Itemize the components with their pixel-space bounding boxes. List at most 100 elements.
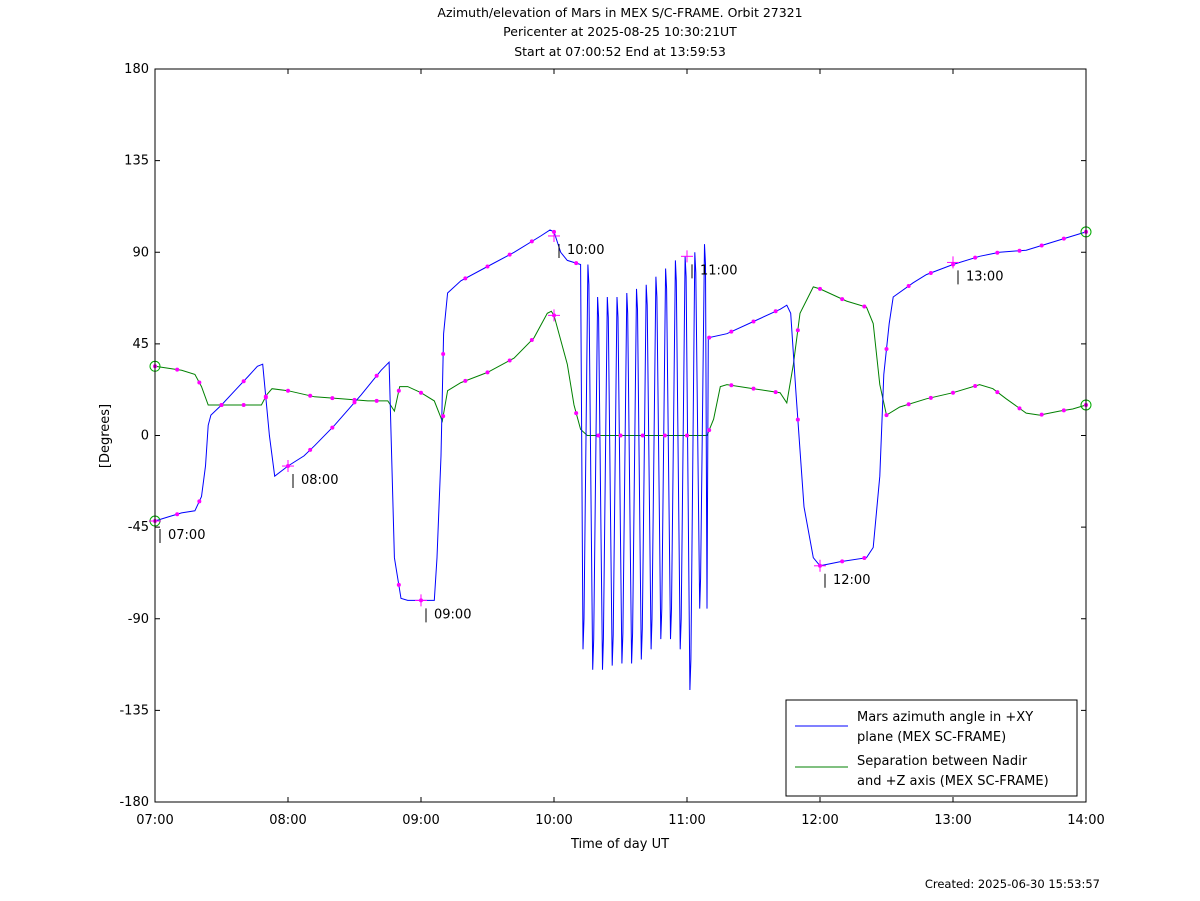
hour-label: 13:00 bbox=[966, 269, 1003, 284]
legend-box bbox=[785, 699, 1078, 797]
sample-dot bbox=[884, 346, 889, 351]
x-tick-label: 13:00 bbox=[934, 813, 971, 828]
sample-dot bbox=[995, 390, 1000, 395]
sample-dot bbox=[374, 398, 379, 403]
sample-dot bbox=[862, 304, 867, 309]
sample-dot bbox=[840, 559, 845, 564]
sample-dot bbox=[396, 388, 401, 393]
sample-dot bbox=[1017, 406, 1022, 411]
sample-dot bbox=[995, 250, 1000, 255]
sample-dot bbox=[618, 433, 623, 438]
sample-dot bbox=[197, 499, 202, 504]
y-tick-label: -135 bbox=[119, 703, 149, 718]
y-tick-label: 180 bbox=[124, 62, 149, 77]
x-axis-label: Time of day UT bbox=[570, 837, 669, 852]
sample-dot bbox=[1061, 236, 1066, 241]
sample-dot bbox=[507, 358, 512, 363]
sample-dot bbox=[973, 255, 978, 260]
legend: Mars azimuth angle in +XY plane (MEX SC-… bbox=[785, 699, 1078, 797]
x-tick-label: 11:00 bbox=[668, 813, 705, 828]
y-tick-label: -180 bbox=[119, 795, 149, 810]
sample-dot bbox=[640, 433, 645, 438]
sample-dot bbox=[773, 390, 778, 395]
hour-label: 09:00 bbox=[434, 607, 471, 622]
sample-dot bbox=[441, 414, 446, 419]
sample-dot bbox=[219, 402, 224, 407]
series-layer bbox=[154, 229, 1087, 691]
legend-label-azimuth-line2: plane (MEX SC-FRAME) bbox=[857, 730, 1006, 745]
sample-dot bbox=[529, 239, 534, 244]
sample-dot bbox=[840, 297, 845, 302]
sample-dot bbox=[485, 264, 490, 269]
sample-dot bbox=[928, 270, 933, 275]
y-tick-label: 135 bbox=[124, 154, 149, 169]
sample-dot bbox=[175, 512, 180, 517]
series-separation-line bbox=[154, 286, 1087, 436]
sample-dot bbox=[707, 335, 712, 340]
hour-label: 10:00 bbox=[567, 243, 604, 258]
hour-label: 11:00 bbox=[700, 263, 737, 278]
chart-title-line-2: Pericenter at 2025-08-25 10:30:21UT bbox=[503, 24, 737, 39]
sample-dot bbox=[463, 276, 468, 281]
sample-dot bbox=[330, 425, 335, 430]
sample-dot bbox=[286, 388, 290, 393]
sample-dot bbox=[241, 402, 246, 407]
sample-dot bbox=[574, 261, 579, 266]
sample-dot bbox=[574, 411, 579, 416]
sample-dot bbox=[596, 433, 601, 438]
sample-dot bbox=[1061, 408, 1066, 413]
sample-dot bbox=[928, 395, 933, 400]
sample-dot bbox=[729, 383, 734, 388]
y-tick-label: 45 bbox=[132, 337, 149, 352]
hour-label: 08:00 bbox=[301, 473, 338, 488]
sample-dot bbox=[951, 390, 955, 395]
sample-dot bbox=[1039, 412, 1044, 417]
hour-label: 07:00 bbox=[168, 528, 205, 543]
x-tick-label: 09:00 bbox=[402, 813, 439, 828]
created-timestamp: Created: 2025-06-30 15:53:57 bbox=[924, 877, 1100, 891]
sample-dot bbox=[1039, 243, 1044, 248]
x-tick-label: 10:00 bbox=[535, 813, 572, 828]
hour-label: 12:00 bbox=[833, 573, 870, 588]
sample-dot bbox=[330, 396, 335, 401]
sample-dot bbox=[463, 378, 468, 383]
sample-dot bbox=[973, 383, 978, 388]
y-tick-label: -90 bbox=[128, 612, 149, 627]
sample-dot bbox=[1017, 248, 1022, 253]
series-azimuth-line bbox=[154, 229, 1087, 691]
chart-title-line-3: Start at 07:00:52 End at 13:59:53 bbox=[514, 44, 726, 59]
legend-label-separation-line1: Separation between Nadir bbox=[857, 754, 1028, 769]
y-axis-label: [Degrees] bbox=[98, 404, 113, 468]
sample-dot bbox=[529, 338, 534, 343]
sample-dot bbox=[795, 417, 800, 422]
sample-dot bbox=[751, 319, 756, 324]
legend-label-separation-line2: and +Z axis (MEX SC-FRAME) bbox=[857, 774, 1049, 789]
y-tick-label: 0 bbox=[141, 429, 149, 444]
sample-dot bbox=[884, 413, 889, 418]
sample-dot bbox=[419, 390, 423, 395]
x-tick-label: 14:00 bbox=[1067, 813, 1104, 828]
sample-dot bbox=[308, 447, 313, 452]
sample-dot bbox=[352, 400, 357, 405]
axis-layer: 07:00 08:00 09:00 10:00 11:00 12:00 13:00 14:00… bbox=[119, 62, 1104, 828]
legend-label-azimuth-line1: Mars azimuth angle in +XY bbox=[857, 710, 1033, 725]
sample-dot bbox=[707, 428, 712, 433]
sample-dot bbox=[308, 393, 313, 398]
sample-dot bbox=[906, 402, 911, 407]
sample-dot bbox=[396, 582, 401, 587]
sample-dot bbox=[862, 556, 867, 561]
sample-dot bbox=[485, 370, 490, 375]
sample-dot bbox=[773, 309, 778, 314]
sample-dot bbox=[751, 386, 756, 391]
sample-dot bbox=[685, 433, 689, 438]
sample-dot bbox=[175, 367, 180, 372]
y-tick-label: -45 bbox=[128, 520, 149, 535]
x-tick-label: 07:00 bbox=[136, 813, 173, 828]
sample-dot bbox=[906, 283, 911, 288]
x-tick-label: 12:00 bbox=[801, 813, 838, 828]
sample-dot bbox=[795, 328, 800, 333]
chart-title-line-1: Azimuth/elevation of Mars in MEX S/C-FRA… bbox=[437, 5, 803, 20]
sample-dot bbox=[818, 286, 822, 291]
sample-dot bbox=[241, 379, 246, 384]
